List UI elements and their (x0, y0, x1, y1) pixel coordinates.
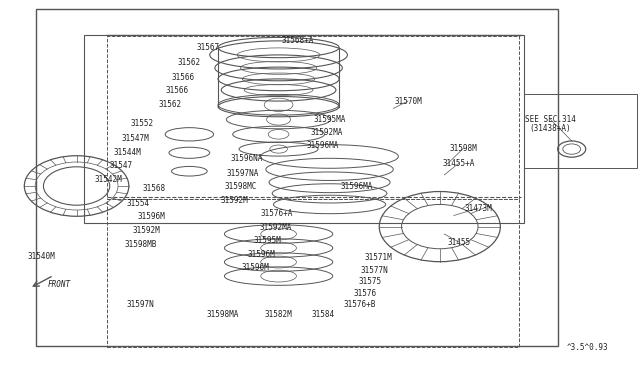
Text: 31598MB: 31598MB (124, 240, 157, 249)
Text: 31568: 31568 (143, 185, 166, 193)
Text: 31455: 31455 (447, 238, 470, 247)
Text: SEE SEC.314: SEE SEC.314 (525, 115, 576, 124)
Text: 31547: 31547 (109, 161, 132, 170)
Text: 31596M: 31596M (137, 212, 165, 221)
Bar (106, 36, 520, 199)
Text: 31596MA: 31596MA (307, 141, 339, 150)
Text: 31571M: 31571M (365, 253, 392, 263)
Text: 31597NA: 31597NA (226, 169, 259, 177)
Text: 31540M: 31540M (27, 251, 55, 261)
Text: 31592MA: 31592MA (310, 128, 342, 137)
Text: 31596M: 31596M (248, 250, 275, 259)
Text: 31544M: 31544M (114, 148, 141, 157)
Text: 31576+B: 31576+B (343, 300, 376, 309)
Text: 31455+A: 31455+A (443, 158, 475, 168)
Text: 31597N: 31597N (127, 300, 154, 310)
Text: 31577N: 31577N (360, 266, 388, 275)
Text: 31592MA: 31592MA (259, 223, 292, 232)
Bar (36, 9, 557, 346)
Text: 31552: 31552 (130, 119, 153, 128)
Text: 31595M: 31595M (254, 236, 282, 245)
Text: 31598MA: 31598MA (207, 310, 239, 319)
Text: 31596MA: 31596MA (340, 182, 373, 191)
Text: 31562: 31562 (159, 100, 182, 109)
Bar (106, 199, 520, 347)
Text: ^3.5^0.93: ^3.5^0.93 (567, 343, 609, 352)
Text: 31576+A: 31576+A (260, 209, 293, 218)
Text: (31438+A): (31438+A) (530, 124, 572, 133)
Text: 31576: 31576 (353, 289, 376, 298)
Text: 31554: 31554 (127, 199, 150, 208)
Text: 31567: 31567 (197, 43, 220, 52)
Text: 31473M: 31473M (464, 203, 492, 213)
Text: 31592M: 31592M (133, 226, 161, 235)
Text: 31596NA: 31596NA (230, 154, 263, 163)
Bar (84, 35, 524, 223)
Text: 31568+A: 31568+A (282, 36, 314, 45)
Text: 31570M: 31570M (394, 97, 422, 106)
Text: 31547M: 31547M (122, 134, 149, 142)
Text: 31584: 31584 (312, 310, 335, 319)
Text: 31598M: 31598M (449, 144, 477, 153)
Text: 31575: 31575 (358, 278, 381, 286)
Text: 31596M: 31596M (241, 263, 269, 272)
Bar (524, 94, 637, 167)
Text: 31595MA: 31595MA (314, 115, 346, 124)
Text: 31542M: 31542M (95, 175, 122, 184)
Text: 31566: 31566 (172, 73, 195, 81)
Text: 31598MC: 31598MC (224, 182, 257, 191)
Text: 31592M: 31592M (220, 196, 248, 205)
Text: 31562: 31562 (178, 58, 201, 67)
Text: FRONT: FRONT (47, 280, 70, 289)
Text: 31566: 31566 (165, 86, 188, 94)
Text: 31582M: 31582M (265, 310, 292, 319)
